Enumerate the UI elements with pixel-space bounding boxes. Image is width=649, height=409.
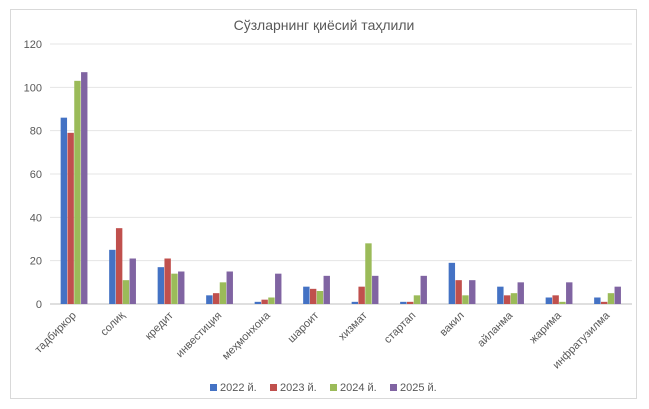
y-axis-ticks: 0 20 40 60 80 100 120 <box>24 39 42 311</box>
legend-label: 2023 й. <box>280 382 317 394</box>
y-tick-label: 20 <box>30 256 42 268</box>
bar <box>517 282 524 304</box>
chart-frame <box>10 9 637 399</box>
bar <box>261 299 268 304</box>
x-category-label: шароит <box>286 310 322 346</box>
bar <box>594 297 601 304</box>
x-category-label: вакил <box>438 310 467 339</box>
bar <box>469 280 476 304</box>
x-category-label: инвестиция <box>174 310 224 360</box>
bar <box>503 295 511 304</box>
bar <box>164 258 171 304</box>
bar <box>448 262 456 304</box>
bar <box>122 280 130 304</box>
bar <box>60 117 68 305</box>
bar <box>497 286 504 304</box>
y-tick-label: 80 <box>30 126 42 138</box>
legend-swatch <box>390 384 397 391</box>
bar <box>254 301 262 304</box>
bar <box>559 301 566 304</box>
x-category-label: кредит <box>143 310 176 343</box>
x-category-label: солиқ <box>98 310 127 339</box>
bar <box>67 132 74 304</box>
y-tick-label: 60 <box>30 169 42 181</box>
bar <box>552 295 559 304</box>
bar <box>74 80 81 304</box>
gridlines <box>50 43 632 305</box>
bar <box>226 271 233 304</box>
bar <box>268 297 275 304</box>
legend-label: 2025 й. <box>400 382 437 394</box>
bars <box>60 72 621 305</box>
x-category-label: айланма <box>475 309 516 350</box>
legend-label: 2022 й. <box>220 382 257 394</box>
bar <box>219 282 227 304</box>
x-axis-categories: тадбиркор солиқ кредитинвестициямеҳмонхона… <box>33 309 613 371</box>
bar <box>413 295 421 304</box>
bar <box>462 295 469 304</box>
bar <box>455 280 462 304</box>
bar <box>303 286 310 304</box>
bar <box>510 293 518 304</box>
bar <box>545 297 553 304</box>
bar <box>129 258 136 304</box>
y-tick-label: 40 <box>30 212 42 224</box>
bar <box>420 275 427 304</box>
bar <box>400 301 407 304</box>
bar <box>178 271 185 304</box>
bar <box>316 291 324 304</box>
bar <box>157 267 165 304</box>
legend-swatch <box>270 384 277 391</box>
bar <box>566 282 573 304</box>
bar <box>406 301 414 304</box>
bar <box>600 301 608 304</box>
bar <box>607 293 615 304</box>
x-category-label: хизмат <box>336 310 369 343</box>
chart-title: Сўзларнинг қиёсий таҳлили <box>234 17 415 33</box>
x-category-label: меҳмонхона <box>220 309 273 362</box>
bar <box>365 243 372 304</box>
y-tick-label: 100 <box>24 82 42 94</box>
bar <box>206 295 213 304</box>
x-category-label: жарима <box>527 309 564 346</box>
x-category-label: стартап <box>382 310 418 346</box>
bar <box>171 273 178 304</box>
bar <box>351 301 359 304</box>
bar <box>358 286 365 304</box>
bar <box>372 275 379 304</box>
legend: 2022 й. 2023 й. 2024 й. 2025 й. <box>210 382 437 394</box>
bar <box>275 273 282 304</box>
y-tick-label: 120 <box>24 39 42 51</box>
bar <box>115 228 123 304</box>
x-category-label: тадбиркор <box>33 310 79 356</box>
bar <box>81 72 88 305</box>
legend-swatch <box>210 384 217 391</box>
bar <box>309 288 317 304</box>
bar <box>109 249 116 304</box>
legend-label: 2024 й. <box>340 382 377 394</box>
legend-swatch <box>330 384 337 391</box>
y-tick-label: 0 <box>36 299 42 311</box>
bar <box>212 293 220 304</box>
bar <box>323 275 330 304</box>
bar <box>614 286 621 304</box>
